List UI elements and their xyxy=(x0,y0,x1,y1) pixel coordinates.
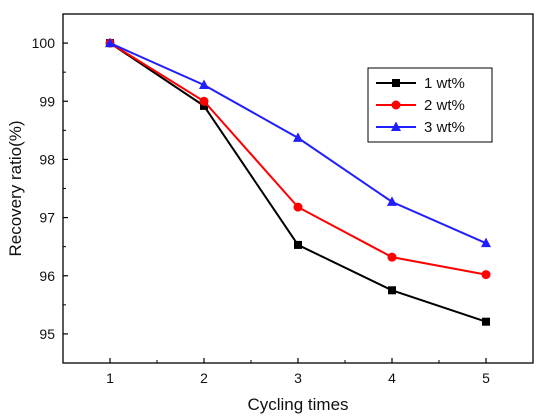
axes: 1 2 3 4 5 95 96 97 98 99 100 xyxy=(32,13,534,386)
data-point xyxy=(387,196,397,206)
legend-label: 1 wt% xyxy=(424,75,465,92)
y-tick-label: 100 xyxy=(32,35,56,51)
data-point xyxy=(293,132,303,142)
y-tick-label: 99 xyxy=(39,93,55,109)
data-point xyxy=(199,96,209,106)
data-point xyxy=(388,286,396,295)
data-point xyxy=(481,237,491,248)
plot-area xyxy=(105,37,491,326)
x-tick-label: 3 xyxy=(294,370,302,386)
legend: 1 wt% 2 wt% 3 wt% xyxy=(367,67,493,143)
legend-label: 3 wt% xyxy=(424,119,465,136)
x-tick-label: 2 xyxy=(200,370,208,386)
x-axis-title: Cycling times xyxy=(247,395,348,414)
x-tick-label: 5 xyxy=(482,370,490,386)
data-point xyxy=(199,79,209,89)
data-point xyxy=(482,317,490,326)
y-tick-label: 96 xyxy=(39,268,55,284)
y-tick-label: 97 xyxy=(39,210,55,226)
legend-swatch-marker xyxy=(391,121,401,131)
legend-swatch-marker xyxy=(391,100,401,110)
data-point xyxy=(481,270,491,280)
plot-frame xyxy=(62,13,534,364)
y-tick-label: 95 xyxy=(39,326,55,342)
y-axis-title: Recovery ratio(%) xyxy=(6,120,25,256)
data-point xyxy=(294,240,302,249)
y-tick-label: 98 xyxy=(39,151,55,167)
series-3 xyxy=(105,37,491,248)
legend-label: 2 wt% xyxy=(424,97,465,114)
x-tick-label: 1 xyxy=(106,370,114,386)
data-point xyxy=(387,252,397,262)
data-point xyxy=(200,101,208,110)
legend-swatch-marker xyxy=(392,79,400,87)
data-point xyxy=(293,202,303,212)
data-point xyxy=(105,37,115,48)
x-tick-label: 4 xyxy=(388,370,396,386)
